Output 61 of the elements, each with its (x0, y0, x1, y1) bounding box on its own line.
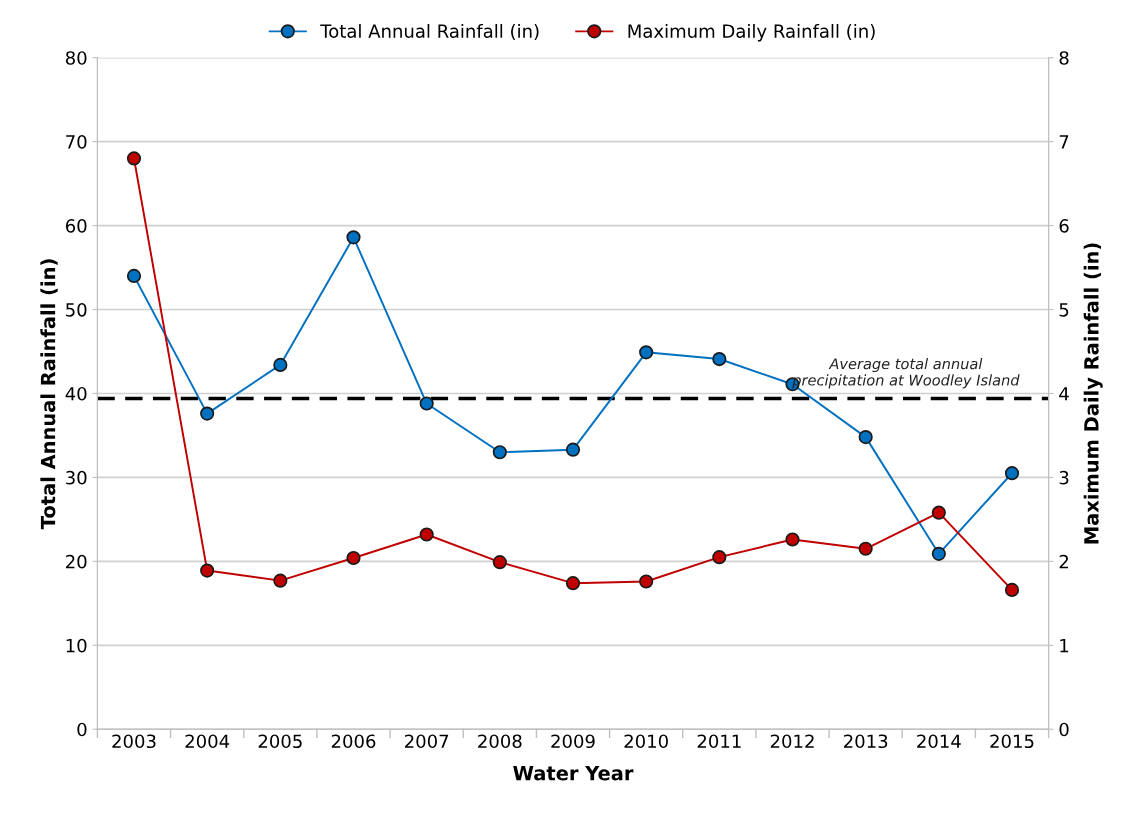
x-tick-label: 2015 (990, 734, 1034, 749)
point (273, 357, 288, 373)
point (785, 532, 800, 547)
point (200, 406, 215, 421)
point (712, 550, 727, 565)
point (712, 351, 727, 367)
y-tick-label: 0 (77, 722, 87, 737)
y-tick-label: 50 (66, 302, 87, 317)
y2-tick-label: 3 (1059, 470, 1069, 485)
point (492, 555, 507, 570)
point (492, 445, 507, 460)
y-tick-label: 10 (66, 638, 87, 653)
x-tick-label: 2009 (551, 734, 595, 749)
point (639, 574, 654, 589)
point (126, 268, 142, 284)
y2-tick-label: 8 (1059, 51, 1069, 65)
legend-label: Maximum Daily Rainfall (in) (628, 23, 875, 42)
y-tick-label: 80 (65, 51, 87, 65)
x-tick-label: 2007 (405, 734, 449, 749)
point (126, 151, 142, 166)
point (639, 345, 654, 360)
y2-tick-label: 0 (1059, 722, 1069, 737)
point (1004, 582, 1020, 597)
point (565, 576, 581, 591)
point (346, 230, 361, 245)
point (858, 541, 873, 556)
y-axis-title: Total Annual Rainfall (in) (40, 259, 58, 530)
point (273, 573, 288, 588)
x-tick-label: 2003 (112, 734, 156, 749)
point (931, 546, 946, 561)
x-tick-label: 2011 (697, 734, 741, 749)
y2-tick-label: 2 (1059, 554, 1068, 569)
point (931, 505, 946, 520)
y-tick-label: 70 (66, 135, 87, 149)
point (419, 527, 434, 542)
y2-tick-label: 5 (1059, 303, 1069, 317)
y-tick-label: 20 (66, 554, 87, 569)
x-tick-label: 2006 (331, 734, 376, 749)
x-tick-label: 2013 (844, 734, 888, 749)
y2-tick-label: 1 (1060, 638, 1069, 653)
x-axis-title: Water Year (513, 766, 634, 781)
x-tick-label: 2005 (258, 734, 302, 749)
x-tick-label: 2014 (917, 734, 961, 749)
y-tick-label: 60 (65, 219, 87, 233)
y2-tick-label: 4 (1059, 387, 1069, 401)
y2-axis-title: Maximum Daily Rainfall (in) (1083, 243, 1103, 544)
point (200, 563, 215, 578)
y2-tick-label: 7 (1059, 135, 1069, 149)
x-tick-label: 2010 (624, 734, 668, 749)
point (346, 550, 361, 566)
y-tick-label: 30 (66, 470, 87, 485)
point (1004, 466, 1020, 481)
y-tick-label: 40 (65, 386, 87, 401)
x-tick-label: 2008 (478, 734, 522, 749)
point (565, 442, 581, 457)
x-tick-label: 2004 (185, 734, 230, 749)
y2-tick-label: 6 (1059, 219, 1069, 233)
point (858, 430, 873, 445)
point (419, 396, 434, 411)
legend-label: Total Annual Rainfall (in) (320, 23, 539, 41)
x-tick-label: 2012 (770, 734, 814, 749)
